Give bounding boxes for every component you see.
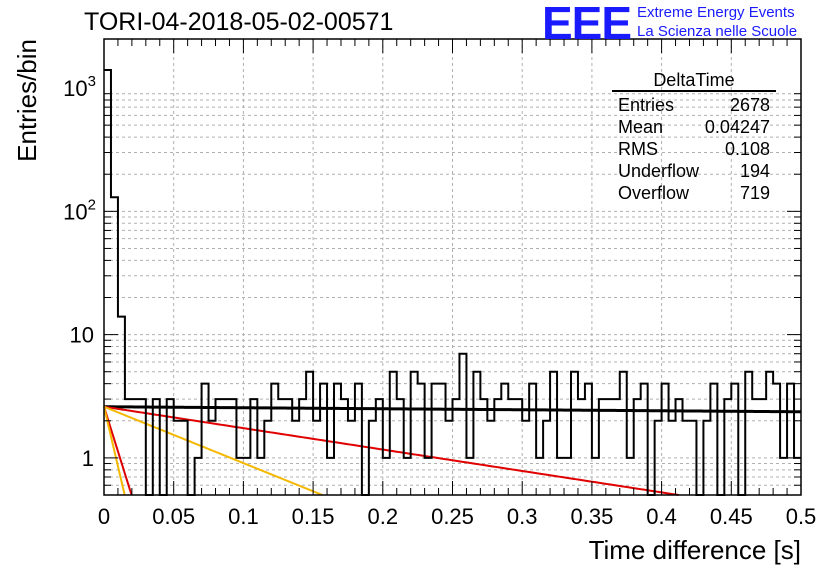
eee-line-1: Extreme Energy Events (637, 4, 795, 21)
eee-line-2: La Scienza nelle Scuole (637, 23, 798, 40)
y-axis: 1 10 102 103 (63, 73, 801, 496)
x-axis: 0 0.05 0.1 0.15 0.2 0.25 0.3 0.35 0.4 0.45 0.5 (98, 39, 816, 529)
eee-project-name: Extreme Energy Events La Scienza nelle S… (637, 3, 797, 41)
stats-label: Mean (618, 117, 664, 137)
stats-label: Underflow (618, 161, 700, 181)
stats-row-overflow: Overflow 719 (612, 182, 776, 204)
x-tick-label: 0.05 (152, 504, 195, 529)
stats-value: 0.108 (724, 139, 770, 159)
fit-curve (103, 406, 133, 496)
stats-label: RMS (618, 139, 658, 159)
stats-row-rms: RMS 0.108 (612, 138, 776, 160)
x-tick-label: 0 (98, 504, 110, 529)
stats-row-mean: Mean 0.04247 (612, 116, 776, 138)
y-tick-label: 10 (70, 323, 94, 348)
eee-logo: EEE (542, 0, 632, 49)
stats-value: 194 (739, 161, 770, 181)
x-tick-label: 0.5 (786, 504, 817, 529)
stats-value: 719 (739, 183, 770, 203)
y-tick-label: 102 (63, 196, 96, 224)
stats-value: 0.04247 (704, 117, 770, 137)
x-tick-label: 0.3 (507, 504, 538, 529)
x-tick-label: 0.45 (710, 504, 753, 529)
stats-label: Overflow (618, 183, 690, 203)
x-axis-label: Time difference [s] (589, 535, 801, 565)
x-tick-label: 0.15 (292, 504, 335, 529)
histogram-series (104, 69, 801, 496)
x-tick-label: 0.1 (228, 504, 259, 529)
stats-row-entries: Entries 2678 (612, 94, 776, 116)
stats-value: 2678 (729, 95, 770, 115)
fit-curve (103, 405, 323, 496)
stats-row-underflow: Underflow 194 (612, 160, 776, 182)
x-tick-label: 0.35 (570, 504, 613, 529)
fit-curve (103, 405, 679, 496)
stats-label: Entries (618, 95, 675, 115)
y-tick-label: 1 (82, 446, 94, 471)
fit-curve (103, 406, 126, 496)
x-tick-label: 0.25 (431, 504, 474, 529)
y-axis-label: Entries/bin (12, 39, 42, 162)
stats-title: DeltaTime (612, 70, 776, 92)
x-tick-label: 0.4 (646, 504, 677, 529)
stats-box: DeltaTime Entries 2678 Mean 0.04247 RMS … (612, 70, 776, 204)
x-tick-label: 0.2 (368, 504, 399, 529)
y-tick-label: 103 (63, 73, 96, 101)
chart-title: TORI-04-2018-05-02-00571 (84, 8, 394, 36)
